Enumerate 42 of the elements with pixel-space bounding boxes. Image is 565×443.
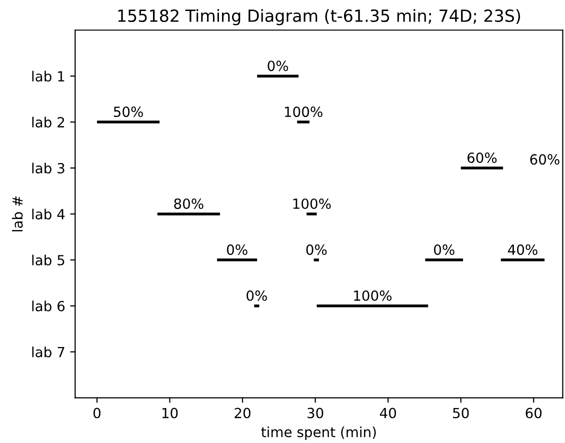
y-tick-label: lab 5 — [32, 254, 64, 266]
annotation: 0% — [434, 244, 454, 255]
x-tick-label: 0 — [93, 408, 100, 418]
x-axis-title: time spent (min) — [261, 426, 376, 440]
y-tick-label: lab 1 — [32, 70, 64, 82]
annotation: 80% — [174, 198, 204, 209]
bar — [460, 166, 504, 170]
y-tick-label: lab 2 — [32, 116, 64, 128]
bar — [425, 258, 464, 262]
bar — [306, 212, 317, 216]
annotation: 100% — [293, 198, 331, 209]
x-tick-label: 60 — [526, 408, 542, 418]
annotation: 100% — [354, 290, 392, 301]
annotation: 60% — [530, 154, 560, 165]
y-axis-title: lab # — [12, 196, 23, 232]
bar — [257, 74, 299, 78]
annotation: 0% — [268, 60, 288, 72]
annotation: 0% — [246, 290, 267, 301]
annotation: 0% — [306, 244, 327, 255]
bar — [254, 304, 260, 308]
chart-title: 155182 Timing Diagram (t-61.35 min; 74D; 23S) — [118, 9, 520, 26]
annotation: 0% — [226, 244, 248, 255]
bar — [316, 304, 428, 308]
bar — [217, 258, 258, 262]
bar — [157, 212, 220, 216]
annotation: 60% — [467, 152, 497, 164]
bar — [314, 258, 319, 262]
annotation: 40% — [508, 244, 538, 255]
annotation: 50% — [114, 106, 143, 118]
x-tick-label: 20 — [234, 408, 250, 418]
x-tick-label: 10 — [162, 408, 178, 418]
bar — [96, 120, 160, 124]
x-tick-label: 50 — [453, 408, 469, 418]
x-tick-label: 30 — [308, 408, 324, 418]
bar — [297, 120, 310, 124]
annotation: 100% — [284, 106, 322, 118]
y-tick-label: lab 4 — [32, 208, 65, 220]
y-tick-label: lab 7 — [32, 346, 64, 358]
x-tick-label: 40 — [380, 408, 396, 418]
bar — [500, 258, 545, 262]
y-tick-label: lab 3 — [32, 162, 64, 174]
y-tick-label: lab 6 — [32, 300, 65, 312]
